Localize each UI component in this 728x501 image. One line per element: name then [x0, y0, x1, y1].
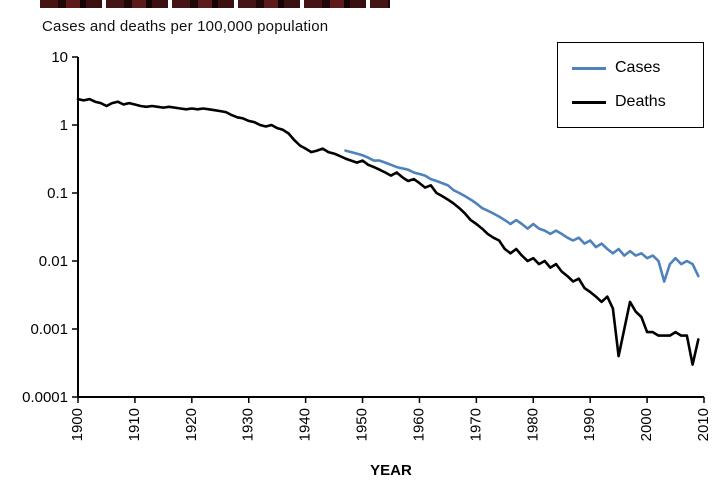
x-tick-label: 1960: [410, 408, 427, 441]
legend-item-cases: Cases: [572, 59, 703, 77]
legend-label-deaths: Deaths: [615, 93, 666, 110]
x-tick-label: 2010: [695, 408, 712, 441]
x-tick-label: 2000: [638, 408, 655, 441]
legend: Cases Deaths: [557, 42, 704, 128]
cases-series-line: [344, 149, 700, 283]
x-tick-label: 1950: [354, 408, 371, 441]
y-tick-label: 10: [51, 49, 68, 66]
x-tick-label: 1930: [240, 408, 257, 441]
y-tick-label: 1: [60, 117, 68, 134]
x-tick-label: 1980: [524, 408, 541, 441]
y-tick-label: 0.001: [30, 321, 68, 338]
legend-item-deaths: Deaths: [572, 93, 703, 111]
x-tick-label: 1990: [581, 408, 598, 441]
legend-label-cases: Cases: [615, 59, 661, 76]
chart-title: Cases and deaths per 100,000 population: [42, 18, 329, 35]
y-tick-label: 0.0001: [22, 389, 68, 406]
y-tick-label: 0.1: [47, 185, 68, 202]
deaths-series-line: [76, 97, 700, 366]
cases-line-swatch: [572, 66, 606, 70]
x-tick-label: 1970: [467, 408, 484, 441]
y-tick-label: 0.01: [39, 253, 68, 270]
x-axis-title: YEAR: [370, 462, 412, 479]
x-tick-label: 1920: [183, 408, 200, 441]
x-tick-label: 1940: [297, 408, 314, 441]
deaths-line-swatch: [572, 100, 606, 104]
cropped-heading-fragment: [40, 0, 390, 8]
x-tick-label: 1910: [126, 408, 143, 441]
x-tick-label: 1900: [69, 408, 86, 441]
